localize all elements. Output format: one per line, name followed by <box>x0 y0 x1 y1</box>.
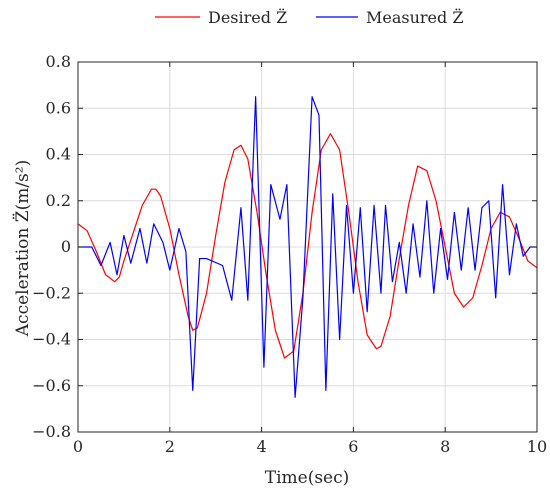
y-tick-label: −0.6 <box>32 376 71 395</box>
x-tick-label: 8 <box>440 437 450 456</box>
y-tick-label: 0.4 <box>46 145 71 164</box>
plot-frame <box>77 61 538 433</box>
grid <box>77 61 538 433</box>
x-tick-label: 6 <box>348 437 358 456</box>
series-line-measured <box>78 96 537 398</box>
legend: Desired Z̈ Measured Z̈ <box>155 8 463 27</box>
x-tick-label: 2 <box>165 437 175 456</box>
series-layer <box>77 96 538 398</box>
x-axis-label: Time(sec) <box>265 468 350 488</box>
series-line-desired <box>77 133 538 359</box>
x-tick-label: 10 <box>527 437 547 456</box>
y-tick-label: −0.8 <box>32 422 71 441</box>
y-tick-label: −0.2 <box>32 283 71 302</box>
axes: 0 2 4 6 8 10 0.8 0.6 0.4 0.2 0 −0.2 −0.4 −0.6 −0.8 <box>32 52 547 456</box>
y-axis-label: Acceleration Z̈(m/s²) <box>13 160 33 337</box>
legend-label-measured: Measured Z̈ <box>366 8 463 27</box>
x-tick-label: 4 <box>257 437 267 456</box>
y-tick-label: −0.4 <box>32 330 71 349</box>
y-tick-label: 0 <box>61 237 71 256</box>
y-tick-label: 0.2 <box>46 191 71 210</box>
x-tick-label: 0 <box>73 437 83 456</box>
y-tick-label: 0.6 <box>46 98 71 117</box>
legend-label-desired: Desired Z̈ <box>208 8 287 27</box>
y-tick-label: 0.8 <box>46 52 71 71</box>
